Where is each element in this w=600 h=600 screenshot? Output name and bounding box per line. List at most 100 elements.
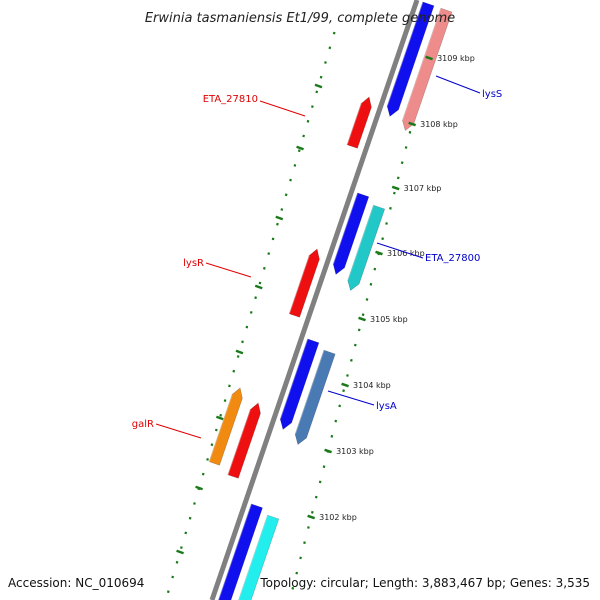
guide-tick xyxy=(275,215,284,221)
guide-dot xyxy=(400,161,404,165)
kbp-tick-mark xyxy=(375,250,383,256)
gene-ETA_27810-highlight xyxy=(346,103,362,145)
gene-label: galR xyxy=(132,419,154,430)
dotted-guides xyxy=(166,31,435,594)
kbp-ticks: 3109 kbp 3108 kbp 3107 kbp 3106 kbp 3105 kbp… xyxy=(307,54,475,522)
guide-dot xyxy=(236,355,240,358)
guide-dot xyxy=(289,178,292,182)
guide-dot xyxy=(311,105,314,108)
kbp-tick-mark xyxy=(391,185,400,191)
kbp-tick-label: 3108 kbp xyxy=(420,120,458,129)
gene-label-leader xyxy=(327,390,375,406)
kbp-tick-label: 3102 kbp xyxy=(319,513,357,522)
genes xyxy=(208,1,453,600)
guide-dot xyxy=(369,282,373,286)
gene-cyan-bottom xyxy=(238,514,280,600)
gene-forward-2 xyxy=(332,192,370,275)
kbp-tick-label: 3103 kbp xyxy=(336,447,374,456)
accession-text: Accession: NC_010694 xyxy=(8,576,144,590)
gene-forward-3-highlight xyxy=(279,338,309,420)
gene-forward-bottom xyxy=(218,503,263,600)
genome-backbone xyxy=(209,0,420,600)
guide-dot xyxy=(322,465,326,469)
guide-dot xyxy=(396,176,400,180)
gene-forward-bottom-highlight xyxy=(217,503,252,600)
gene-label: ETA_27810 xyxy=(203,94,258,105)
guide-dot xyxy=(303,541,306,545)
guide-tick xyxy=(215,415,224,421)
guide-dot xyxy=(223,399,227,402)
gene-label-leader xyxy=(155,423,202,439)
gene-lysS-highlight xyxy=(401,7,442,121)
gene-label-leader xyxy=(435,75,481,94)
guide-dot xyxy=(184,531,188,535)
kbp-tick-label: 3106 kbp xyxy=(387,249,425,258)
guide-dot xyxy=(175,560,179,564)
gene-label: lysR xyxy=(183,258,204,269)
guide-tick xyxy=(176,549,184,555)
gene-label-leader xyxy=(259,100,306,117)
gene-lysR xyxy=(288,248,320,318)
guide-dot xyxy=(171,575,175,579)
guide-dot xyxy=(241,340,244,344)
guide-dot xyxy=(318,480,322,484)
guide-dot xyxy=(310,510,314,514)
gene-forward-3 xyxy=(279,338,320,430)
guide-dot xyxy=(324,61,327,64)
guide-dot xyxy=(232,369,236,373)
topology-summary: Topology: circular; Length: 3,883,467 bp… xyxy=(259,576,590,590)
guide-dot xyxy=(219,413,223,417)
guide-dot xyxy=(404,146,408,149)
guide-dot xyxy=(389,206,392,210)
guide-dot xyxy=(350,358,353,362)
guide-dot xyxy=(315,90,319,94)
gene-reverse-4 xyxy=(227,402,261,479)
gene-forward-top xyxy=(386,1,435,117)
kbp-tick-label: 3109 kbp xyxy=(437,54,475,63)
gene-label: lysA xyxy=(376,401,397,412)
guide-dot xyxy=(280,208,284,211)
kbp-tick-mark xyxy=(425,55,434,61)
gene-ETA_27800-highlight xyxy=(347,204,374,281)
guide-dot xyxy=(284,193,288,197)
guide-tick xyxy=(314,83,323,89)
gene-forward-top-highlight xyxy=(386,1,424,107)
gene-lysA-highlight xyxy=(294,349,325,435)
guide-dot xyxy=(392,191,396,195)
guide-dot xyxy=(330,434,334,438)
gene-cyan-bottom-highlight xyxy=(237,514,269,600)
gene-label: lysS xyxy=(482,89,502,100)
guide-dot xyxy=(166,590,170,594)
guide-dot xyxy=(357,328,361,332)
guide-dot xyxy=(338,404,342,408)
gene-ETA_27810 xyxy=(346,96,372,149)
gene-ETA_27800 xyxy=(347,204,386,292)
guide-dot xyxy=(295,571,299,575)
guide-dot xyxy=(299,556,302,560)
guide-dot xyxy=(193,502,196,505)
gene-reverse-4-highlight xyxy=(227,409,251,476)
kbp-tick-mark xyxy=(358,316,366,322)
guide-dot xyxy=(245,325,249,329)
guide-dot xyxy=(361,313,365,317)
guide-dot xyxy=(328,46,332,50)
guide-dot xyxy=(254,296,257,300)
guide-dot xyxy=(314,495,318,499)
guide-dot xyxy=(291,586,295,590)
guide-tick xyxy=(296,145,304,151)
kbp-tick-mark xyxy=(408,121,417,127)
guide-dot xyxy=(206,458,209,461)
guide-dot xyxy=(307,526,310,529)
guide-dot xyxy=(319,75,323,79)
kbp-tick-label: 3107 kbp xyxy=(404,184,442,193)
gene-label-leader xyxy=(205,262,252,278)
guide-dot xyxy=(276,222,279,226)
gene-lysA xyxy=(294,349,336,446)
guide-dot xyxy=(214,428,218,432)
guide-dot xyxy=(306,119,310,123)
guide-dot xyxy=(180,546,183,549)
guide-dot xyxy=(262,266,266,270)
guide-dot xyxy=(210,443,214,447)
guide-dot xyxy=(267,252,271,255)
